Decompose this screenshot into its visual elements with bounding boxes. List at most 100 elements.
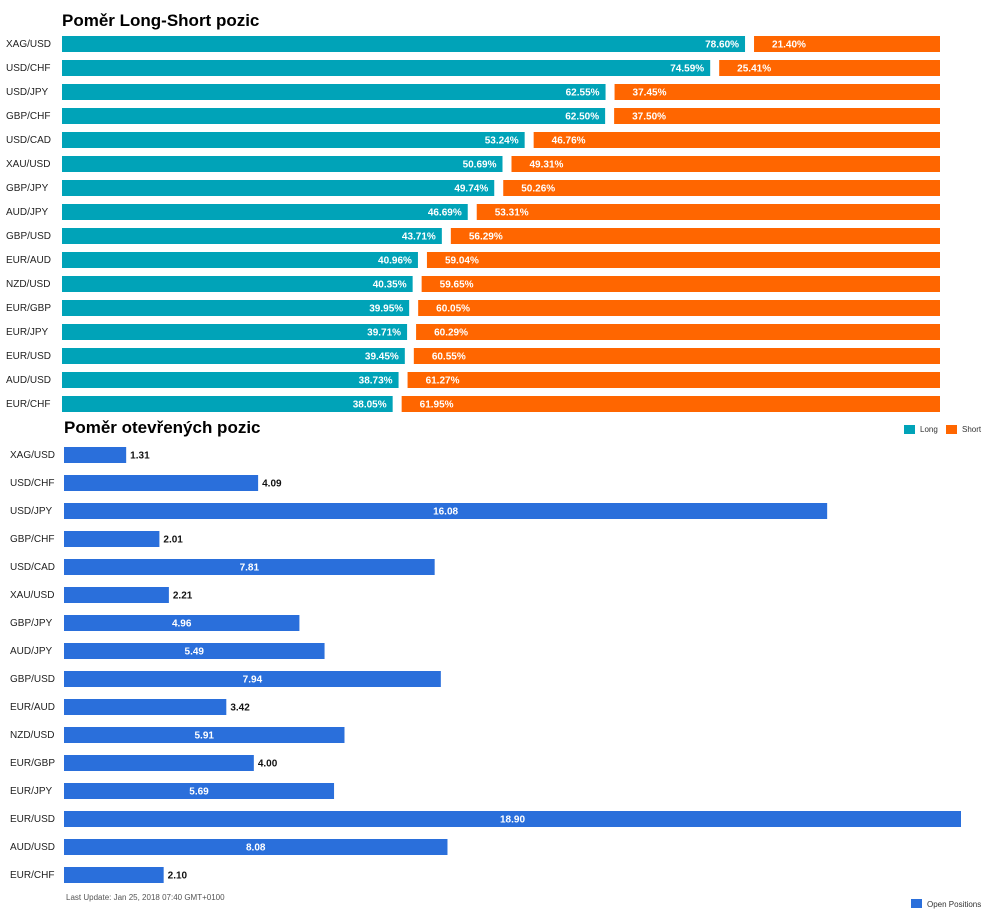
category-label-usd-cad: USD/CAD: [6, 135, 51, 146]
open-category-label-gbp-usd: GBP/USD: [10, 674, 55, 685]
open-category-label-xag-usd: XAG/USD: [10, 450, 55, 461]
short-value-label-aud-jpy: 53.31%: [495, 208, 529, 219]
open-category-label-eur-chf: EUR/CHF: [10, 870, 54, 881]
short-bar-gbp-jpy: [503, 180, 940, 196]
long-bar-aud-jpy: [62, 204, 468, 220]
long-value-label-eur-chf: 38.05%: [353, 400, 387, 411]
short-bar-aud-usd: [407, 372, 940, 388]
short-value-label-usd-jpy: 37.45%: [633, 88, 667, 99]
long-bar-usd-cad: [62, 132, 525, 148]
open-value-label-usd-jpy: 16.08: [433, 507, 458, 518]
short-bar-eur-gbp: [418, 300, 940, 316]
short-value-label-gbp-usd: 56.29%: [469, 232, 503, 243]
open-value-label-eur-jpy: 5.69: [189, 787, 209, 798]
short-bar-eur-jpy: [416, 324, 940, 340]
long-value-label-eur-gbp: 39.95%: [369, 304, 403, 315]
long-value-label-usd-chf: 74.59%: [670, 64, 704, 75]
category-label-eur-usd: EUR/USD: [6, 351, 51, 362]
long-bar-usd-jpy: [62, 84, 606, 100]
open-category-label-xau-usd: XAU/USD: [10, 590, 54, 601]
open-positions-bar-aud-usd: [64, 839, 448, 855]
short-bar-eur-aud: [426, 252, 941, 268]
long-bar-gbp-usd: [62, 228, 442, 244]
short-bar-eur-usd: [413, 348, 940, 364]
long-value-label-xau-usd: 50.69%: [463, 160, 497, 171]
open-category-label-aud-jpy: AUD/JPY: [10, 646, 53, 657]
short-value-label-eur-chf: 61.95%: [420, 400, 454, 411]
long-bar-eur-aud: [62, 252, 418, 268]
open-positions-bar-eur-chf: [64, 867, 164, 883]
open-value-label-gbp-chf: 2.01: [163, 535, 183, 546]
short-value-label-eur-gbp: 60.05%: [436, 304, 470, 315]
open-positions-bar-xau-usd: [64, 587, 169, 603]
open-positions-bar-eur-aud: [64, 699, 227, 715]
open-positions-bar-gbp-chf: [64, 531, 160, 547]
open-positions-bar-nzd-usd: [64, 727, 345, 743]
open-positions-bar-usd-cad: [64, 559, 435, 575]
short-value-label-usd-cad: 46.76%: [552, 136, 586, 147]
category-label-eur-aud: EUR/AUD: [6, 255, 51, 266]
short-bar-nzd-usd: [421, 276, 941, 292]
long-value-label-nzd-usd: 40.35%: [373, 280, 407, 291]
open-value-label-nzd-usd: 5.91: [195, 731, 215, 742]
long-bar-gbp-chf: [62, 108, 606, 124]
long-value-label-xag-usd: 78.60%: [705, 40, 739, 51]
open-category-label-eur-gbp: EUR/GBP: [10, 758, 55, 769]
category-label-nzd-usd: NZD/USD: [6, 279, 50, 290]
long-value-label-eur-usd: 39.45%: [365, 352, 399, 363]
category-label-eur-jpy: EUR/JPY: [6, 327, 49, 338]
short-bar-usd-jpy: [614, 84, 940, 100]
long-value-label-usd-jpy: 62.55%: [566, 88, 600, 99]
long-value-label-gbp-chf: 62.50%: [565, 112, 599, 123]
open-positions-bar-gbp-usd: [64, 671, 441, 687]
long-short-bars: XAG/USD 78.60% 21.40% USD/CHF 74.59% 25.41% US…: [6, 36, 941, 412]
legend-open-swatch: [911, 899, 922, 908]
long-bar-usd-chf: [62, 60, 711, 76]
open-positions-bar-gbp-jpy: [64, 615, 300, 631]
open-category-label-usd-chf: USD/CHF: [10, 478, 54, 489]
category-label-xag-usd: XAG/USD: [6, 39, 51, 50]
open-value-label-eur-chf: 2.10: [168, 871, 188, 882]
open-category-label-nzd-usd: NZD/USD: [10, 730, 54, 741]
long-value-label-eur-aud: 40.96%: [378, 256, 412, 267]
short-bar-xau-usd: [511, 156, 940, 172]
short-value-label-aud-usd: 61.27%: [426, 376, 460, 387]
open-value-label-eur-gbp: 4.00: [258, 759, 278, 770]
legend-long-label: Long: [920, 425, 938, 434]
short-value-label-eur-jpy: 60.29%: [434, 328, 468, 339]
open-value-label-gbp-jpy: 4.96: [172, 619, 192, 630]
legend-short-label: Short: [962, 425, 982, 434]
long-value-label-aud-jpy: 46.69%: [428, 208, 462, 219]
open-positions-bar-aud-jpy: [64, 643, 325, 659]
short-bar-usd-chf: [719, 60, 940, 76]
short-value-label-gbp-jpy: 50.26%: [521, 184, 555, 195]
long-value-label-gbp-usd: 43.71%: [402, 232, 436, 243]
open-positions-bar-eur-usd: [64, 811, 961, 827]
short-value-label-nzd-usd: 59.65%: [440, 280, 474, 291]
short-value-label-xag-usd: 21.40%: [772, 40, 806, 51]
long-value-label-usd-cad: 53.24%: [485, 136, 519, 147]
open-positions-title: Poměr otevřených pozic: [64, 418, 261, 437]
long-bar-xag-usd: [62, 36, 746, 52]
open-category-label-eur-jpy: EUR/JPY: [10, 786, 53, 797]
short-bar-eur-chf: [401, 396, 940, 412]
short-bar-gbp-chf: [614, 108, 940, 124]
open-positions-bars: XAG/USD 1.31 USD/CHF 4.09 USD/JPY 16.08 GBP/CH…: [10, 447, 961, 883]
long-bar-eur-usd: [62, 348, 405, 364]
legend-long-swatch: [904, 425, 915, 434]
long-short-title: Poměr Long-Short pozic: [62, 11, 259, 30]
open-positions-bar-usd-jpy: [64, 503, 828, 519]
short-bar-xag-usd: [754, 36, 940, 52]
long-bar-eur-jpy: [62, 324, 408, 340]
short-bar-aud-jpy: [476, 204, 940, 220]
category-label-gbp-usd: GBP/USD: [6, 231, 51, 242]
long-bar-aud-usd: [62, 372, 399, 388]
short-value-label-eur-usd: 60.55%: [432, 352, 466, 363]
long-value-label-gbp-jpy: 49.74%: [454, 184, 488, 195]
open-positions-bar-usd-chf: [64, 475, 259, 491]
open-value-label-gbp-usd: 7.94: [243, 675, 263, 686]
category-label-usd-chf: USD/CHF: [6, 63, 50, 74]
last-update-note: Last Update: Jan 25, 2018 07:40 GMT+0100: [66, 893, 225, 902]
open-positions-bar-eur-jpy: [64, 783, 335, 799]
